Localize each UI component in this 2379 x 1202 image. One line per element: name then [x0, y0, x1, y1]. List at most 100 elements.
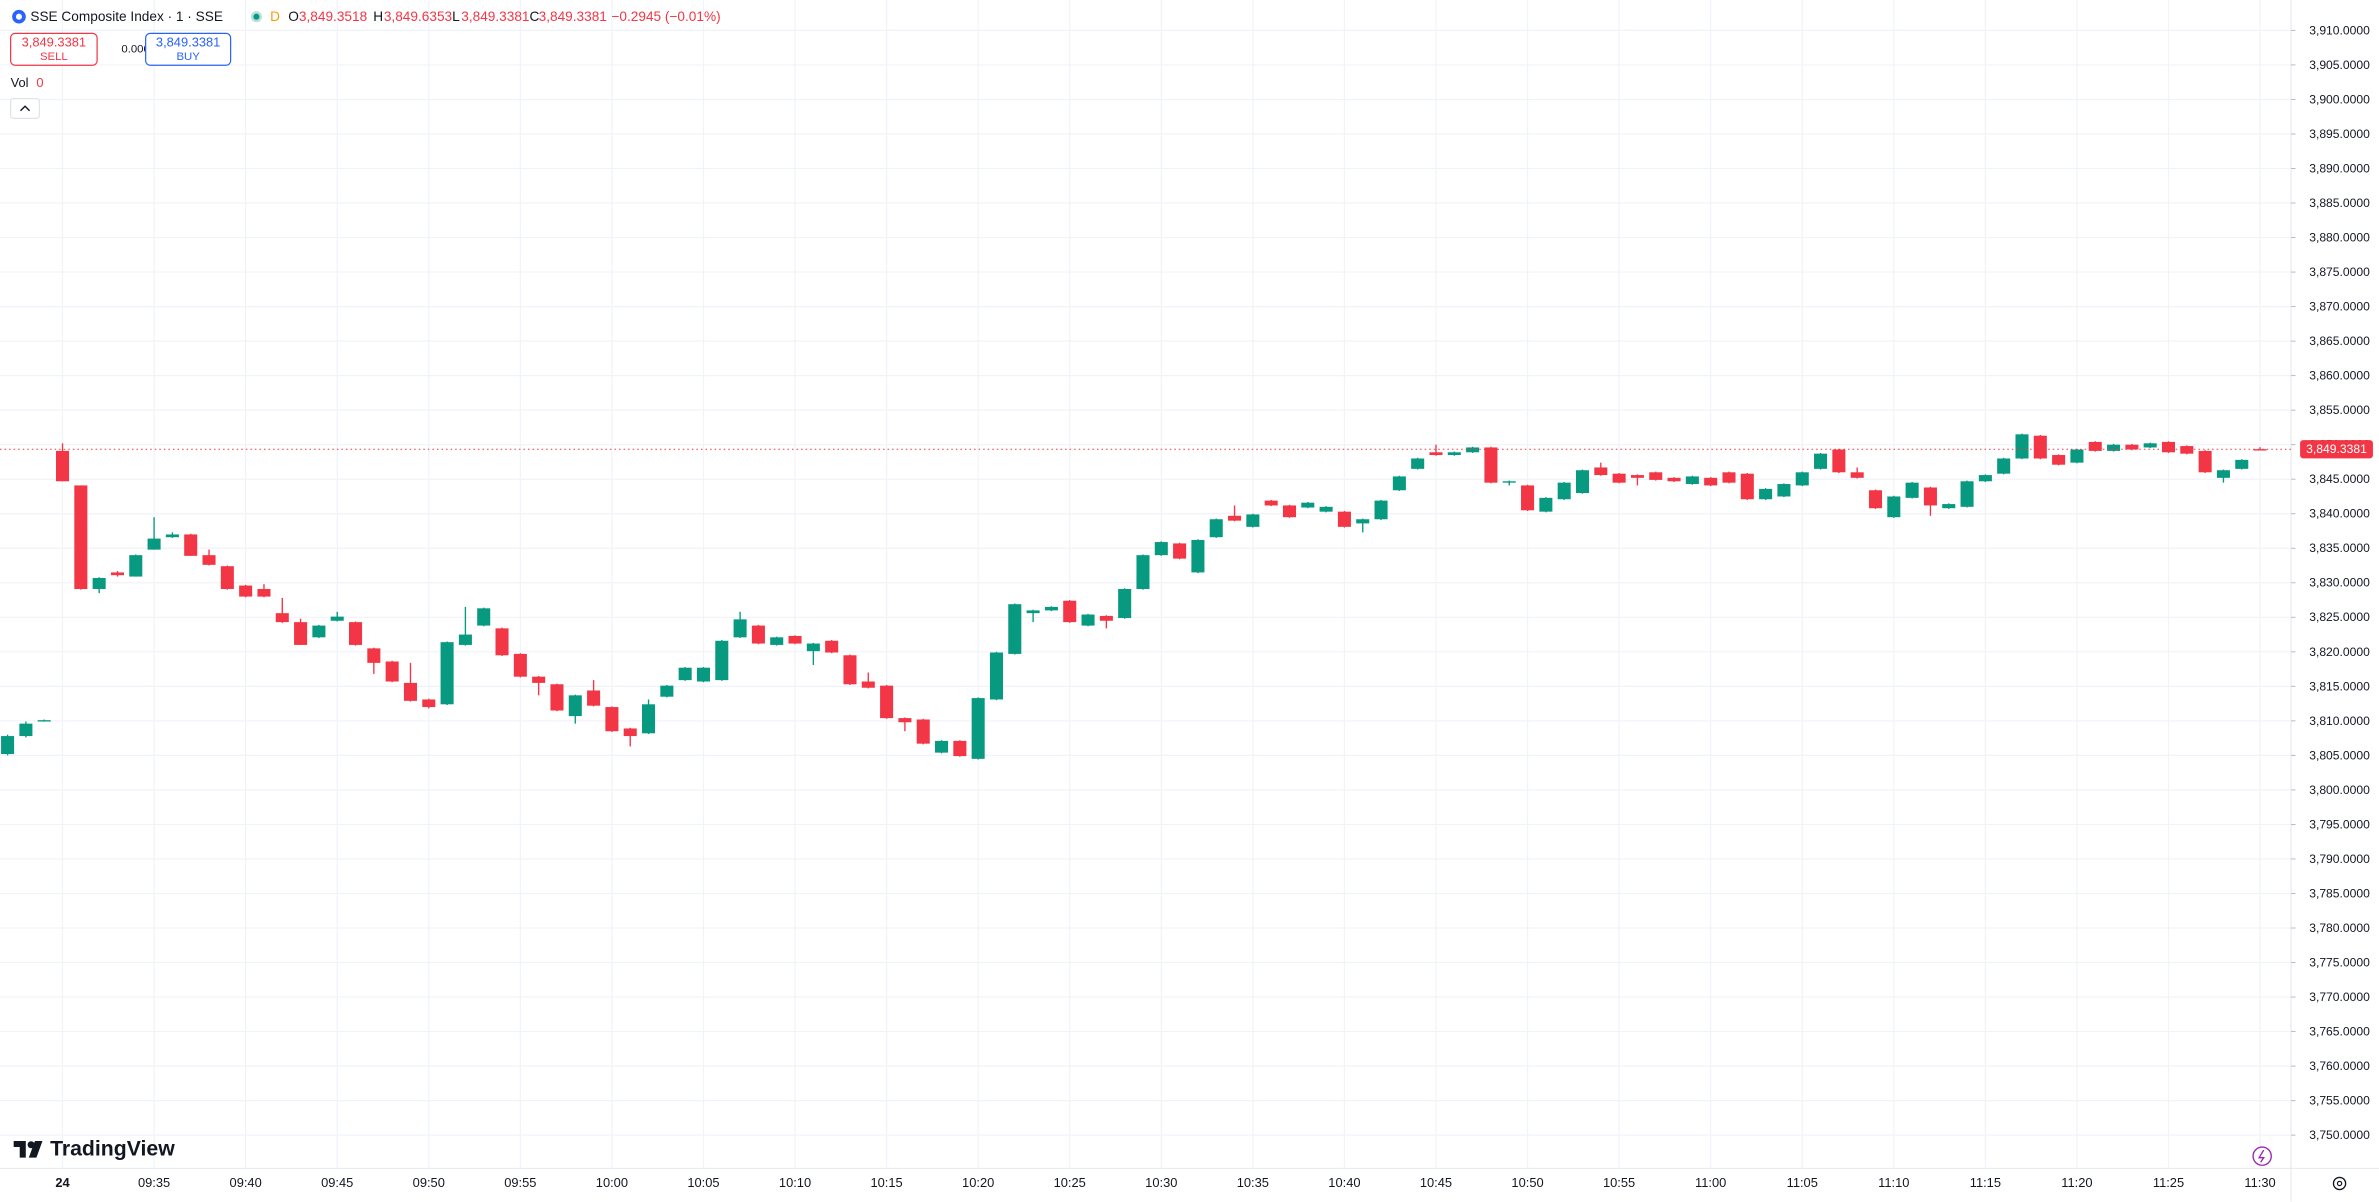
market-status: D: [270, 9, 280, 24]
candle-body: [2216, 470, 2230, 478]
candle-body: [2161, 441, 2176, 453]
y-tick-label: 3,790.0000: [2309, 852, 2370, 866]
candle-body: [715, 640, 729, 681]
candle-body: [1850, 472, 1864, 478]
axis-labels: 3,750.0000 3,755.0000 3,760.0000 3,765.0000…: [55, 23, 2373, 1190]
candle-body: [1795, 472, 1809, 486]
candle-body: [1887, 496, 1901, 518]
candle-body: [330, 616, 344, 621]
candle-body: [184, 534, 198, 556]
candle-body: [2143, 443, 2157, 448]
y-tick-label: 3,845.0000: [2309, 472, 2370, 486]
x-tick-label: 24: [55, 1175, 70, 1190]
candle-body: [2107, 444, 2121, 451]
candle-body: [1978, 475, 1992, 482]
y-tick-label: 3,875.0000: [2309, 265, 2370, 279]
x-tick-label: 09:40: [230, 1175, 262, 1190]
y-tick-label: 3,805.0000: [2309, 748, 2370, 762]
settings-button[interactable]: [2332, 1176, 2347, 1191]
grid: [0, 0, 2292, 1169]
candle-body: [642, 704, 656, 734]
x-tick-label: 11:25: [2153, 1175, 2184, 1190]
candle-body: [788, 635, 802, 644]
y-tick-label: 3,830.0000: [2309, 576, 2370, 590]
candle-body: [1337, 511, 1351, 527]
candle-body: [275, 613, 289, 623]
candle-body: [2198, 450, 2212, 473]
candle-body: [532, 676, 546, 683]
candle-body: [1, 736, 15, 755]
candle-body: [1484, 447, 1498, 483]
candle-body: [2125, 444, 2139, 450]
candle-body: [1008, 604, 1022, 654]
x-tick-label: 10:00: [596, 1175, 628, 1190]
sell-button[interactable]: [10, 32, 98, 66]
candle-body: [660, 685, 674, 697]
candle-body: [1667, 477, 1681, 482]
x-tick-label: 10:25: [1054, 1175, 1086, 1190]
candle-body: [56, 450, 70, 482]
candle-body: [385, 661, 399, 682]
x-tick-label: 09:55: [504, 1175, 536, 1190]
y-tick-label: 3,770.0000: [2309, 990, 2370, 1004]
y-tick-label: 3,885.0000: [2309, 196, 2370, 210]
candle-body: [1136, 555, 1150, 589]
candle-body: [1630, 475, 1644, 478]
candle-body: [806, 643, 820, 652]
candle-body: [1557, 482, 1571, 500]
y-tick-label: 3,865.0000: [2309, 334, 2370, 348]
candle-body: [605, 707, 619, 732]
logo-dot: [27, 1141, 35, 1149]
y-tick-label: 3,895.0000: [2309, 127, 2370, 141]
y-tick-label: 3,835.0000: [2309, 541, 2370, 555]
y-tick-label: 3,820.0000: [2309, 645, 2370, 659]
last-price-label: 3,849.3381: [2306, 442, 2367, 456]
settings-icon: [2336, 1180, 2343, 1187]
candle-body: [458, 634, 472, 645]
y-tick-label: 3,910.0000: [2309, 23, 2370, 37]
ohlc-value: 3,849.6353: [384, 9, 452, 24]
candle-body: [1685, 476, 1699, 485]
x-tick-label: 10:40: [1328, 1175, 1360, 1190]
candle-body: [19, 723, 33, 737]
buy-price: 3,849.3381: [156, 35, 220, 50]
candle-body: [880, 685, 894, 719]
y-tick-label: 3,825.0000: [2309, 610, 2370, 624]
candle-body: [1722, 472, 1736, 483]
y-tick-label: 3,775.0000: [2309, 955, 2370, 969]
candle-body: [495, 628, 509, 656]
lightning-button[interactable]: [2252, 1146, 2272, 1166]
candle-body: [202, 555, 216, 565]
x-tick-label: 11:20: [2061, 1175, 2092, 1190]
candle-body: [2015, 434, 2029, 459]
candle-body: [129, 555, 143, 577]
candle-body: [1594, 467, 1608, 476]
y-tick-label: 3,855.0000: [2309, 403, 2370, 417]
collapse-button[interactable]: [10, 98, 41, 119]
y-tick-label: 3,800.0000: [2309, 783, 2370, 797]
symbol-title[interactable]: SSE Composite Index · 1 · SSE: [30, 9, 223, 24]
candle-body: [1759, 488, 1773, 500]
candle-body: [696, 667, 710, 682]
candle-body: [477, 608, 491, 626]
x-tick-label: 09:35: [138, 1175, 170, 1190]
candle-body: [1960, 481, 1974, 507]
x-tick-label: 10:35: [1237, 1175, 1269, 1190]
volume-label: Vol: [11, 75, 29, 90]
y-tick-label: 3,870.0000: [2309, 300, 2370, 314]
candle-body: [550, 684, 564, 711]
buy-button[interactable]: [145, 32, 232, 66]
candle-body: [1099, 615, 1113, 621]
candle-body: [2070, 449, 2084, 463]
logo-mark: [13, 1140, 43, 1158]
candle-body: [2235, 459, 2249, 469]
candle-body: [1923, 487, 1937, 506]
x-tick-label: 10:20: [962, 1175, 994, 1190]
x-tick-label: 11:00: [1695, 1175, 1726, 1190]
x-tick-label: 10:50: [1511, 1175, 1543, 1190]
lightning-icon: [2257, 1149, 2265, 1163]
y-tick-label: 3,890.0000: [2309, 161, 2370, 175]
symbol-icon-inner: [15, 13, 22, 20]
